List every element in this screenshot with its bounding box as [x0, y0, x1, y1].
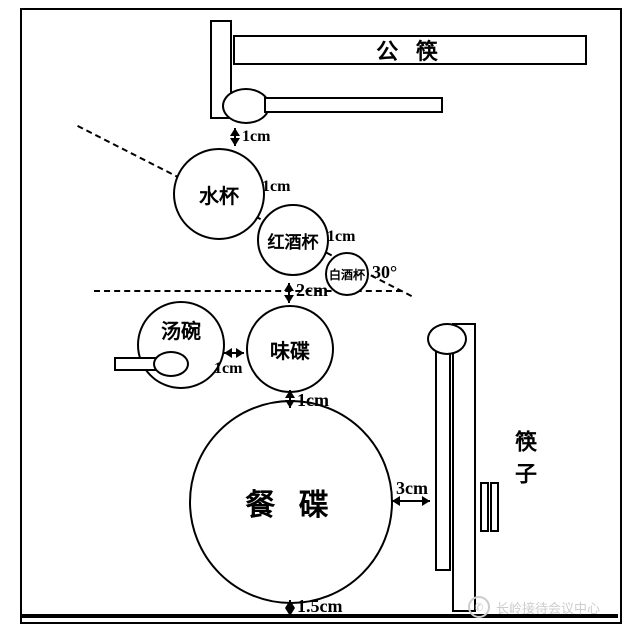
wine-cup-label: 红酒杯	[268, 228, 319, 253]
soup-spoon-head	[153, 351, 189, 377]
serving-chopsticks-label: 公 筷	[376, 34, 444, 66]
water-cup: 水杯	[173, 148, 265, 240]
diagram-canvas: 公 筷 水杯 红酒杯 白酒杯 汤碗 味碟 餐 碟 筷子 1cm 1cm 1cm	[0, 0, 640, 630]
chopstick-a	[435, 337, 451, 571]
plate-label: 餐 碟	[245, 480, 337, 524]
angle-label: 30°	[372, 262, 397, 283]
liquor-cup: 白酒杯	[325, 252, 369, 296]
dim-arrow-m7	[392, 500, 430, 502]
dim-m4: 2cm	[296, 280, 328, 301]
dim-m7: 3cm	[396, 478, 428, 499]
sauce-dish: 味碟	[246, 305, 334, 393]
dim-arrow-m5	[224, 352, 244, 354]
chopstick-rest-a	[480, 482, 489, 532]
dim-m8: 1.5cm	[297, 596, 342, 617]
wine-cup: 红酒杯	[257, 204, 329, 276]
dim-m5: 1cm	[214, 360, 242, 378]
dim-m1: 1cm	[242, 128, 270, 146]
dim-arrow-m4	[288, 283, 290, 303]
water-cup-label: 水杯	[199, 180, 239, 209]
sauce-dish-label: 味碟	[270, 335, 310, 364]
soup-bowl-label: 汤碗	[161, 315, 201, 344]
dinner-plate: 餐 碟	[189, 400, 393, 604]
watermark-text: 长岭接待会议中心	[496, 598, 600, 617]
liquor-cup-label: 白酒杯	[329, 266, 365, 283]
chopstick-rest-b	[490, 482, 499, 532]
wechat-icon: ✆	[468, 596, 490, 618]
dim-arrow-m1	[234, 128, 236, 146]
chopstick-b	[452, 323, 476, 612]
dim-m2: 1cm	[262, 178, 290, 196]
chopstick-holder	[427, 323, 467, 355]
serving-chopstick-horizontal: 公 筷	[233, 35, 587, 65]
dim-m6: 1cm	[297, 390, 329, 411]
dim-arrow-m8	[289, 600, 291, 616]
dim-arrow-m6	[289, 390, 291, 408]
chopsticks-label: 筷子	[508, 430, 540, 494]
soup-bowl: 汤碗	[137, 301, 225, 389]
serving-spoon-handle	[264, 97, 443, 113]
dim-m3: 1cm	[327, 228, 355, 246]
serving-spoon-head	[222, 88, 270, 124]
wechat-watermark: ✆ 长岭接待会议中心	[468, 596, 600, 618]
